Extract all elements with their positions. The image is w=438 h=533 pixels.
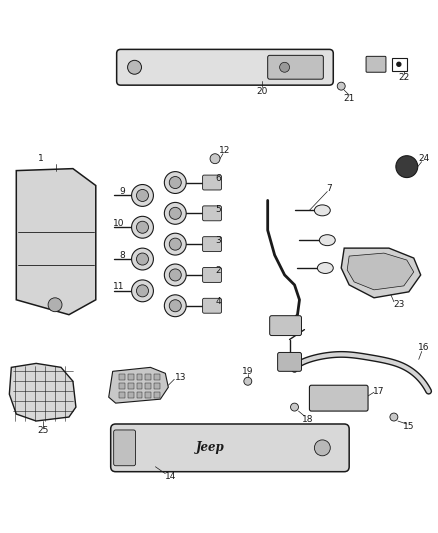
Circle shape	[169, 300, 181, 312]
Circle shape	[164, 203, 186, 224]
Bar	[145, 374, 152, 380]
Circle shape	[164, 172, 186, 193]
Text: 17: 17	[373, 387, 385, 395]
Bar	[137, 383, 142, 389]
Circle shape	[279, 62, 290, 72]
Bar	[137, 392, 142, 398]
Circle shape	[131, 280, 153, 302]
Circle shape	[169, 176, 181, 189]
Bar	[145, 383, 152, 389]
Text: 24: 24	[418, 154, 429, 163]
Circle shape	[127, 60, 141, 74]
FancyBboxPatch shape	[203, 268, 222, 282]
Bar	[155, 392, 160, 398]
FancyBboxPatch shape	[268, 55, 323, 79]
Bar	[155, 383, 160, 389]
FancyBboxPatch shape	[203, 237, 222, 252]
Bar	[145, 392, 152, 398]
Bar	[119, 383, 124, 389]
Circle shape	[169, 207, 181, 220]
FancyBboxPatch shape	[366, 56, 386, 72]
Circle shape	[164, 295, 186, 317]
Text: 1: 1	[38, 154, 44, 163]
Text: 11: 11	[113, 282, 124, 292]
FancyBboxPatch shape	[111, 424, 349, 472]
Polygon shape	[9, 364, 76, 421]
Text: 25: 25	[37, 426, 49, 435]
Polygon shape	[109, 367, 168, 403]
Bar	[127, 383, 134, 389]
Text: Jeep: Jeep	[196, 441, 224, 454]
Text: 14: 14	[165, 472, 176, 481]
Text: 9: 9	[120, 187, 126, 196]
Circle shape	[137, 221, 148, 233]
Circle shape	[131, 184, 153, 206]
Circle shape	[337, 82, 345, 90]
Text: 3: 3	[215, 236, 221, 245]
Circle shape	[390, 413, 398, 421]
Circle shape	[169, 269, 181, 281]
Circle shape	[137, 285, 148, 297]
Text: 2: 2	[215, 266, 221, 276]
Bar	[392, 58, 407, 71]
Text: 12: 12	[219, 146, 231, 155]
FancyBboxPatch shape	[203, 206, 222, 221]
Circle shape	[131, 248, 153, 270]
Bar	[119, 374, 124, 380]
Circle shape	[396, 156, 418, 177]
Bar	[127, 374, 134, 380]
Ellipse shape	[318, 263, 333, 273]
Ellipse shape	[319, 235, 335, 246]
Text: 15: 15	[403, 423, 414, 432]
Text: 21: 21	[343, 94, 355, 102]
Polygon shape	[347, 253, 414, 290]
FancyBboxPatch shape	[270, 316, 301, 336]
Circle shape	[137, 189, 148, 201]
Polygon shape	[16, 168, 96, 314]
Circle shape	[290, 403, 298, 411]
Circle shape	[169, 238, 181, 250]
Ellipse shape	[314, 205, 330, 216]
Circle shape	[131, 216, 153, 238]
FancyBboxPatch shape	[309, 385, 368, 411]
Bar	[155, 374, 160, 380]
Polygon shape	[341, 248, 421, 298]
Circle shape	[137, 253, 148, 265]
Text: 18: 18	[302, 415, 313, 424]
Circle shape	[397, 62, 401, 66]
Text: 7: 7	[326, 184, 332, 193]
Bar	[127, 392, 134, 398]
FancyBboxPatch shape	[278, 352, 301, 372]
Bar	[137, 374, 142, 380]
Text: 23: 23	[393, 300, 405, 309]
Text: 10: 10	[113, 219, 124, 228]
FancyBboxPatch shape	[117, 50, 333, 85]
FancyBboxPatch shape	[203, 175, 222, 190]
Circle shape	[164, 233, 186, 255]
Text: 5: 5	[215, 205, 221, 214]
Circle shape	[164, 264, 186, 286]
Text: 13: 13	[174, 373, 186, 382]
Text: 19: 19	[242, 367, 254, 376]
Text: 8: 8	[120, 251, 126, 260]
Text: 4: 4	[215, 297, 221, 306]
Text: 20: 20	[256, 87, 268, 95]
Circle shape	[210, 154, 220, 164]
FancyBboxPatch shape	[203, 298, 222, 313]
Text: 6: 6	[215, 174, 221, 183]
Circle shape	[48, 298, 62, 312]
Text: 22: 22	[398, 72, 410, 82]
Text: 16: 16	[418, 343, 429, 352]
FancyBboxPatch shape	[114, 430, 135, 466]
Circle shape	[244, 377, 252, 385]
Circle shape	[314, 440, 330, 456]
Bar	[119, 392, 124, 398]
